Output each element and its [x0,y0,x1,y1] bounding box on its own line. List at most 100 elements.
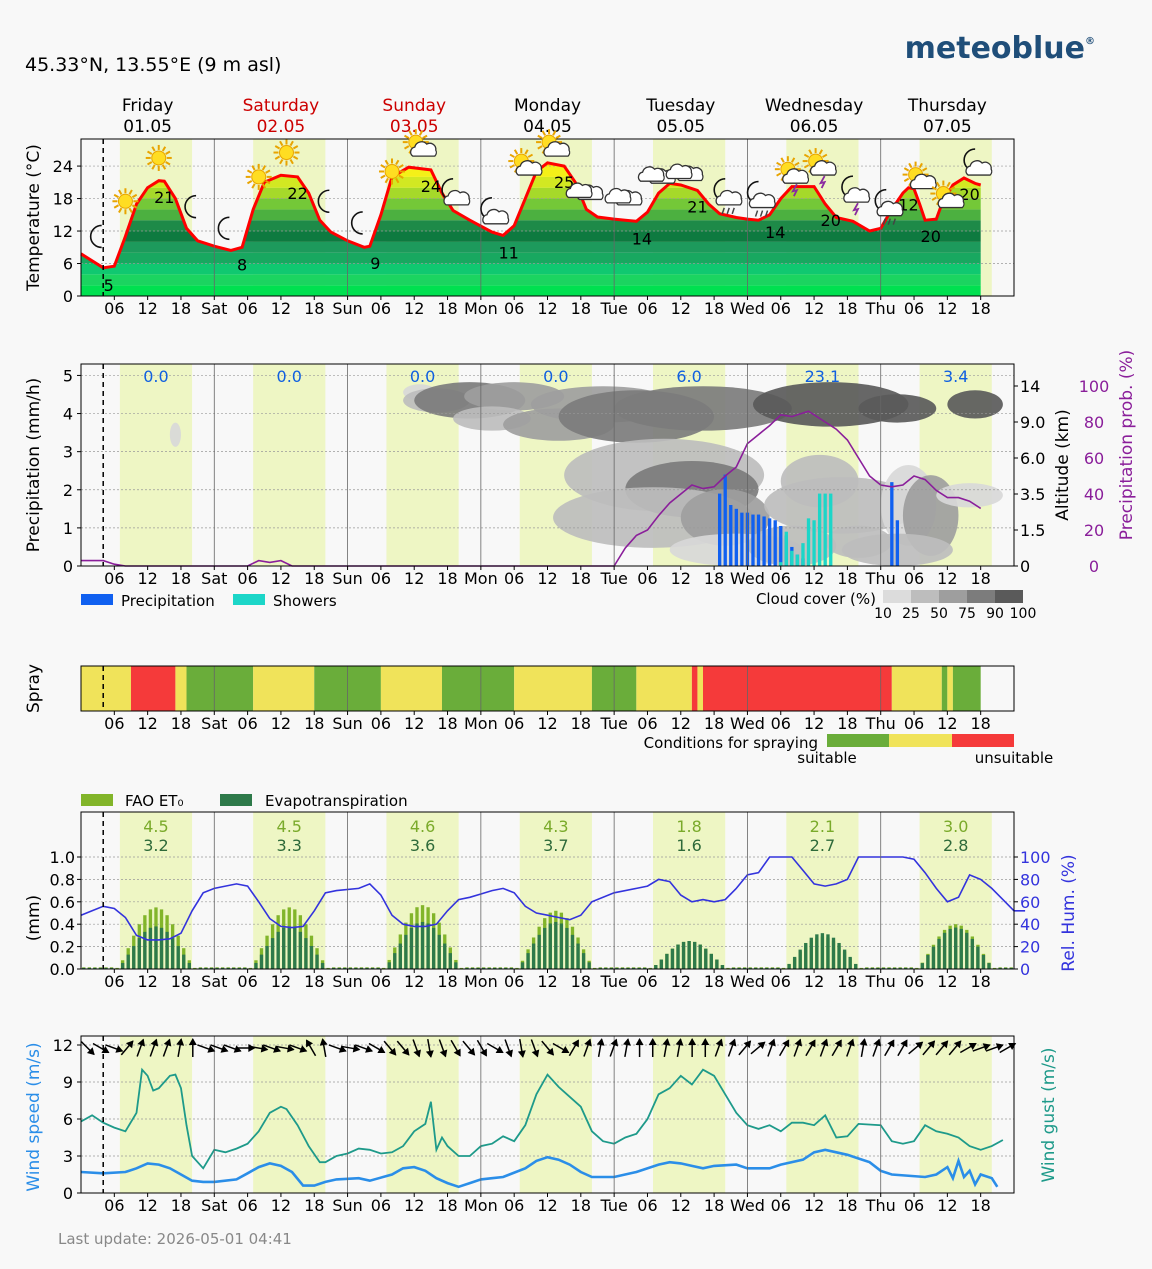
wind-direction-arrow [935,1040,949,1056]
evapotranspiration-bar [792,956,797,969]
cloud-legend-swatch [995,590,1023,603]
moon-icon [89,224,102,249]
cloud-shape [543,141,571,157]
wind-y-tick-label: 9 [63,1073,73,1092]
day-name: Wednesday [765,96,863,116]
spray-x-tick-label: 18 [171,714,191,733]
altitude-tick-label: 3.5 [1020,485,1045,504]
evapo-x-tick-label: 18 [704,972,724,991]
wind-y-tick-label: 6 [63,1110,73,1129]
wind-direction-arrow [596,1038,605,1057]
sun-ray [524,149,529,155]
evapotranspiration-bar [359,967,364,969]
wind-direction-arrow [328,1044,347,1053]
temp-max-label: 25 [554,173,574,192]
sun-icon [245,163,272,190]
evapo-y-tick-label: 0.0 [50,960,75,979]
evapotranspiration-bar [998,967,1002,969]
evapotranspiration-bar [537,934,541,969]
sun-ray [165,150,171,155]
sun-ray [776,172,782,177]
shower-bar [806,518,811,566]
sun-shape [145,144,172,171]
precip-x-tick-label: 12 [137,569,157,588]
wind-arrow-head [517,1050,526,1058]
sun-ray [408,130,413,136]
sun-ray [808,149,813,155]
temp-y-tick-label: 12 [53,222,73,241]
wind-x-tick-label: 06 [104,1196,124,1215]
wind-arrow-head [887,1039,895,1048]
evapotranspiration-bar [559,923,564,969]
evapotranspiration-bar [920,963,925,969]
evapotranspiration-bar [659,959,664,969]
wind-direction-arrow [568,1039,580,1057]
precip-x-tick-label: Wed [730,569,765,588]
evapotranspiration-bar [376,967,380,969]
wind-arrow-head [648,1038,657,1045]
evapotranspiration-bar [870,967,875,969]
wind-arrow-head [531,1049,540,1058]
sun-ray [555,134,561,139]
wind-x-tick-label: 06 [371,1196,391,1215]
last-update: Last update: 2026-05-01 04:41 [58,1230,292,1248]
wind-direction-arrow [188,1038,197,1057]
wind-x-tick-label: Wed [730,1196,765,1215]
sun-ray [274,155,281,160]
spray-segment-unsuitable [703,666,892,711]
evapotranspiration-bar [587,962,591,969]
evapotranspiration-bar [942,932,947,969]
moon-icon [217,216,230,241]
sun-ray [541,130,546,136]
cloud-body [809,160,837,176]
precip-bar [751,514,755,566]
wind-direction-arrow [341,1044,361,1053]
temp-x-tick-label: 18 [437,299,457,318]
sun-disc [251,169,267,185]
evapo-x-tick-label: 12 [671,972,691,991]
temp-color-band [81,285,981,296]
wind-y-tick-label: 0 [63,1184,73,1203]
sun-ray [279,158,284,165]
wind-direction-arrow [846,1038,855,1057]
day-date: 01.05 [123,117,172,137]
evapotranspiration-bar [209,967,214,969]
evapotranspiration-bar [770,967,775,969]
cloud-body [937,192,965,209]
temp-max-label: 22 [287,184,307,203]
temp-x-tick-label: Sun [332,299,362,318]
wind-arrow-head [635,1038,644,1045]
temp-min-label: 8 [237,255,247,274]
legend-precip-label: Precipitation [121,592,215,610]
wind-direction-arrow [583,1038,592,1057]
wind-gust-line [80,1067,1004,1170]
evapotranspiration-bar [259,954,264,969]
evapotranspiration-bar [365,967,369,969]
spray-x-tick-label: 12 [404,714,424,733]
sun-shape [379,158,405,185]
wind-arrow-head [137,1038,146,1047]
cloud-cover-area [858,394,937,423]
day-name: Tuesday [645,96,715,116]
wind-arrow-head [982,1043,991,1051]
spray-segment-suitable [441,666,515,711]
evapotranspiration-bar [176,945,180,969]
wind-direction-arrow [750,1041,766,1055]
spray-legend-unsuitable [952,734,1014,747]
sun-icon [112,188,139,215]
rain-drop [754,210,759,217]
moon-shape [350,211,363,235]
evapotranspiration-bar [637,967,641,969]
spray-x-tick-label: 12 [137,714,157,733]
cloud-icon [565,182,604,201]
evapotranspiration-bar [937,938,941,969]
wind-direction-arrow [635,1038,644,1057]
evapotranspiration-bar [704,948,708,969]
cloud-shape [748,192,776,217]
altitude-tick-label: 1.5 [1020,521,1045,540]
evapotranspiration-bar [731,967,736,969]
sun-ray [380,164,386,169]
evapotranspiration-bar [170,938,175,969]
wind-arrow-head [150,1038,159,1047]
sun-cloud-icon [902,161,937,190]
